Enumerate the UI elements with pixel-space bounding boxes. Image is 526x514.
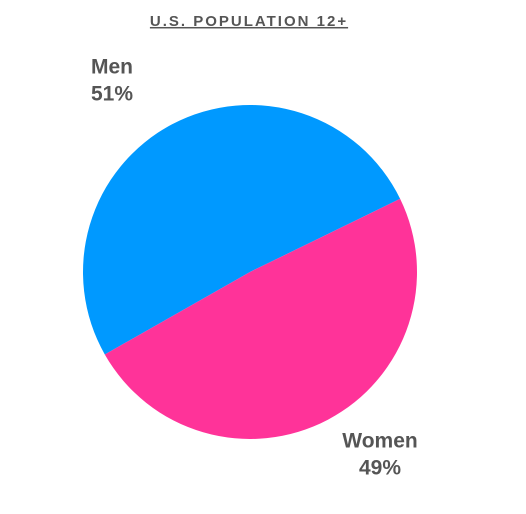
pie-slice <box>104 198 418 440</box>
chart-title: U.S. POPULATION 12+ <box>150 13 348 30</box>
pie-slice <box>83 105 401 355</box>
slice-value-label: 49% <box>359 457 401 480</box>
slice-label: Men <box>91 56 133 79</box>
slice-label: Women <box>342 430 417 453</box>
slice-value-label: 51% <box>91 83 133 106</box>
